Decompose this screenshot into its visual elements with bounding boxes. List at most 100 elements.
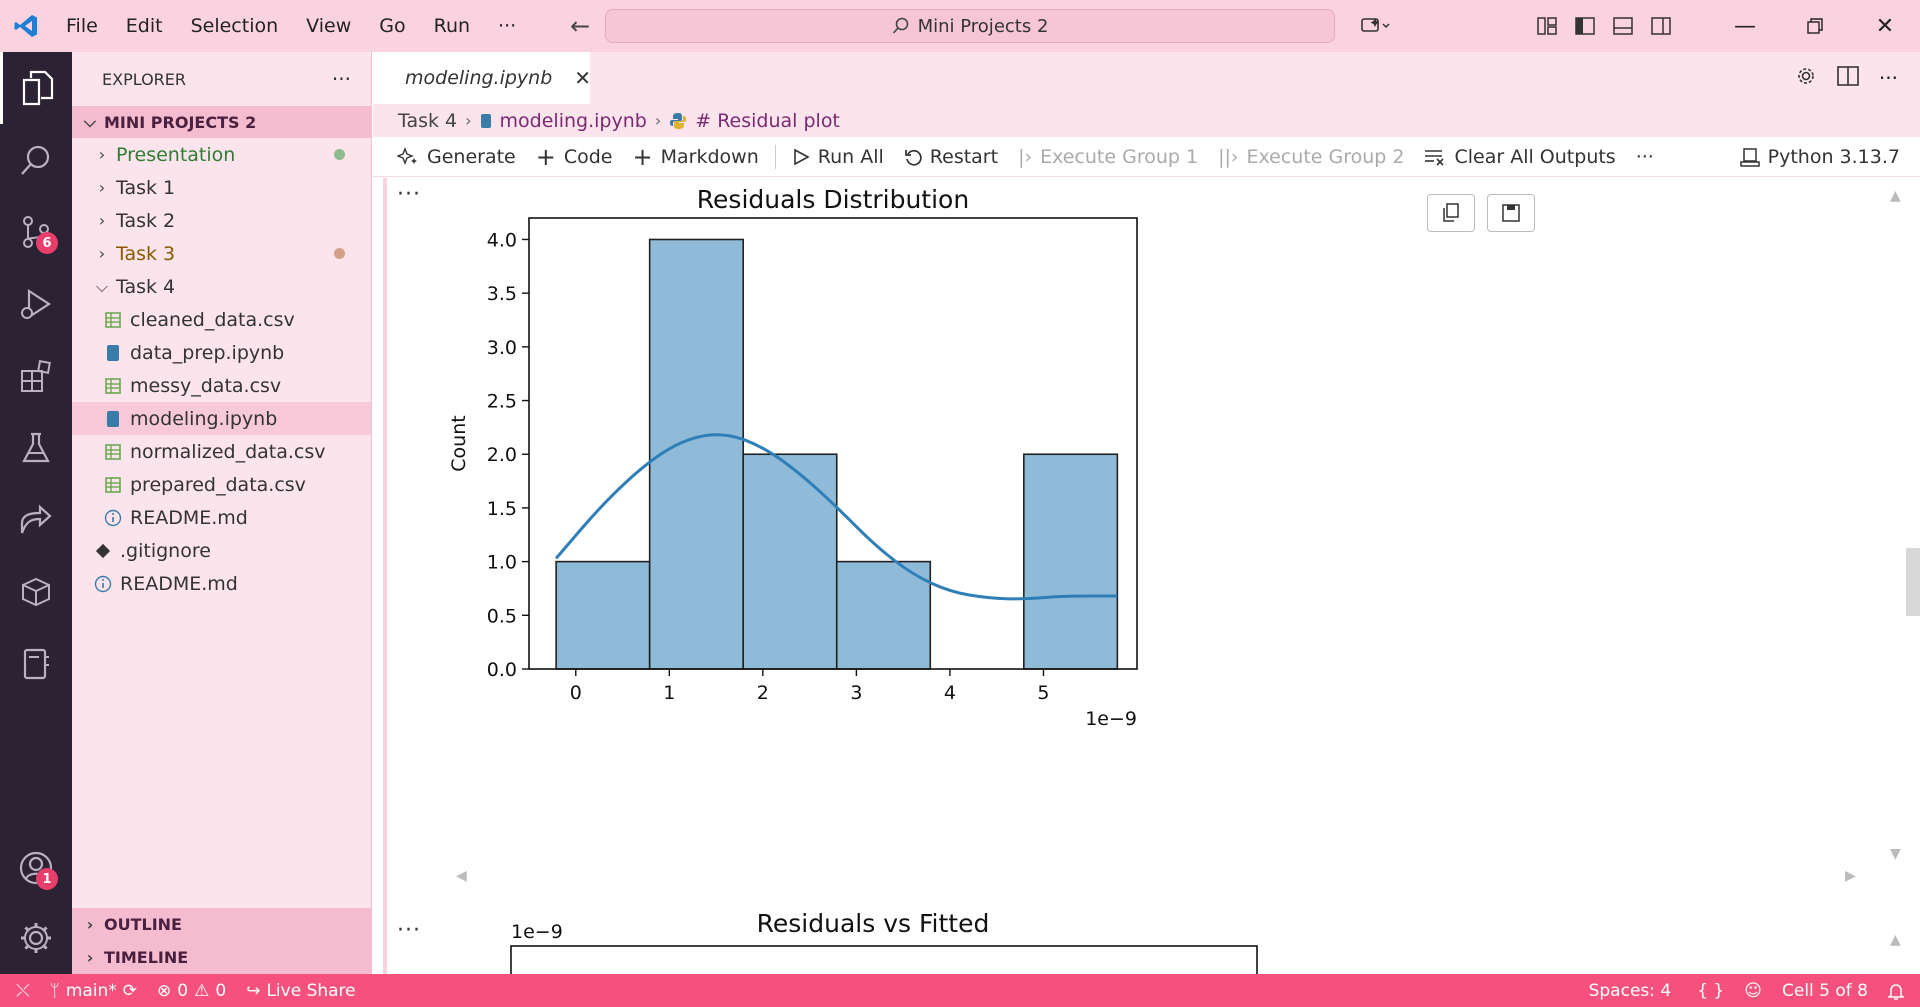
scroll-up-arrow-icon[interactable]: ▲ bbox=[1890, 932, 1901, 948]
menu-selection[interactable]: Selection bbox=[190, 15, 279, 37]
tree-item[interactable]: ⌵ Task 4 bbox=[72, 270, 371, 303]
tree-item[interactable]: messy_data.csv bbox=[72, 369, 371, 402]
save-output-button[interactable] bbox=[1487, 194, 1535, 232]
toggle-panel-icon[interactable] bbox=[1604, 0, 1642, 52]
remote-indicator[interactable]: ⤬ bbox=[0, 974, 40, 1007]
plot-frame bbox=[510, 945, 1258, 974]
info-icon bbox=[102, 509, 124, 527]
copy-output-button[interactable] bbox=[1427, 194, 1475, 232]
toggle-secondary-sidebar-icon[interactable] bbox=[1642, 0, 1680, 52]
testing-flask-icon[interactable] bbox=[0, 412, 72, 484]
outline-section-header[interactable]: › OUTLINE bbox=[72, 908, 372, 941]
toolbar-more-button[interactable]: ··· bbox=[1635, 145, 1654, 168]
copilot-chat-icon[interactable] bbox=[1356, 0, 1396, 52]
vertical-scrollbar-thumb[interactable] bbox=[1906, 548, 1920, 616]
branch-indicator[interactable]: ᛘ main* ⟳ bbox=[40, 974, 147, 1007]
tree-item[interactable]: modeling.ipynb bbox=[72, 402, 371, 435]
close-window-button[interactable]: ✕ bbox=[1875, 13, 1895, 39]
source-control-icon[interactable]: 6 bbox=[0, 196, 72, 268]
tree-item[interactable]: README.md bbox=[72, 501, 371, 534]
notebook-file-icon bbox=[102, 344, 124, 362]
notifications-bell[interactable] bbox=[1878, 974, 1920, 1007]
tree-item[interactable]: normalized_data.csv bbox=[72, 435, 371, 468]
tree-item[interactable]: data_prep.ipynb bbox=[72, 336, 371, 369]
close-tab-icon[interactable]: ✕ bbox=[574, 66, 592, 90]
indentation-indicator[interactable]: Spaces: 4 bbox=[1579, 974, 1688, 1007]
cell-indicator[interactable]: Cell 5 of 8 bbox=[1772, 974, 1878, 1007]
chart-title: Residuals vs Fitted bbox=[757, 909, 990, 938]
menu-more[interactable]: ··· bbox=[498, 15, 517, 37]
settings-gear-icon[interactable] bbox=[1795, 65, 1817, 92]
problems-indicator[interactable]: ⊗ 0 ⚠ 0 bbox=[147, 974, 236, 1007]
restore-button[interactable] bbox=[1780, 0, 1850, 52]
remote-share-icon[interactable] bbox=[0, 484, 72, 556]
tree-item-label: Task 1 bbox=[116, 176, 176, 199]
back-arrow-icon[interactable]: ← bbox=[570, 12, 591, 40]
add-markdown-button[interactable]: + Markdown bbox=[623, 137, 769, 177]
chevron-right-icon: › bbox=[98, 145, 106, 164]
customize-layout-icon[interactable] bbox=[1528, 0, 1566, 52]
scroll-down-arrow-icon[interactable]: ▼ bbox=[1890, 846, 1901, 862]
x-tick-label: 4 bbox=[944, 682, 956, 704]
tree-item[interactable]: cleaned_data.csv bbox=[72, 303, 371, 336]
add-code-button[interactable]: + Code bbox=[526, 137, 623, 177]
tree-item[interactable]: › Task 1 bbox=[72, 171, 371, 204]
tree-item-label: cleaned_data.csv bbox=[130, 308, 295, 331]
spaces-label: Spaces: 4 bbox=[1588, 980, 1672, 1001]
clear-outputs-button[interactable]: Clear All Outputs bbox=[1414, 137, 1625, 177]
manage-gear-icon[interactable] bbox=[0, 902, 72, 974]
notebook-cells: ··· ··· Residuals Distribution 0 1 2 3 4 5 0.0 0… bbox=[373, 178, 1920, 974]
tree-item[interactable]: › Task 3 bbox=[72, 237, 371, 270]
outline-title: OUTLINE bbox=[104, 915, 182, 934]
containers-box-icon[interactable] bbox=[0, 556, 72, 628]
cell-output-menu[interactable]: ··· bbox=[397, 918, 421, 943]
menu-edit[interactable]: Edit bbox=[125, 15, 163, 37]
kernel-picker[interactable]: Python 3.13.7 bbox=[1739, 146, 1920, 168]
status-bar: ⤬ ᛘ main* ⟳ ⊗ 0 ⚠ 0 ↪ Live Share Spaces:… bbox=[0, 974, 1920, 1007]
command-center-search[interactable]: Mini Projects 2 bbox=[605, 9, 1335, 43]
scroll-right-arrow-icon[interactable]: ▶ bbox=[1845, 868, 1856, 884]
tab-modeling-ipynb[interactable]: modeling.ipynb ✕ bbox=[373, 52, 592, 104]
accounts-icon[interactable]: 1 bbox=[0, 832, 72, 904]
breadcrumb-task4[interactable]: Task 4 bbox=[398, 109, 458, 132]
menu-file[interactable]: File bbox=[66, 15, 98, 37]
project-section-header[interactable]: ⌵ MINI PROJECTS 2 bbox=[72, 106, 371, 138]
search-icon[interactable] bbox=[0, 124, 72, 196]
notebook-icon[interactable] bbox=[0, 628, 72, 700]
y-tick-label: 1.5 bbox=[487, 498, 517, 520]
live-share-button[interactable]: ↪ Live Share bbox=[236, 974, 365, 1007]
toggle-sidebar-icon[interactable] bbox=[1566, 0, 1604, 52]
scroll-left-arrow-icon[interactable]: ◀ bbox=[456, 868, 467, 884]
more-actions-button[interactable]: ··· bbox=[1878, 66, 1898, 90]
timeline-section-header[interactable]: › TIMELINE bbox=[72, 941, 372, 974]
language-mode-indicator[interactable]: { } bbox=[1687, 974, 1734, 1007]
run-debug-icon[interactable] bbox=[0, 268, 72, 340]
explorer-more-button[interactable]: ··· bbox=[331, 67, 351, 91]
tree-item[interactable]: › Presentation bbox=[72, 138, 371, 171]
restart-button[interactable]: Restart bbox=[894, 137, 1008, 177]
tree-item[interactable]: › Task 2 bbox=[72, 204, 371, 237]
breadcrumb-cell[interactable]: # Residual plot bbox=[695, 109, 840, 132]
explorer-sidebar: EXPLORER ··· ⌵ MINI PROJECTS 2 › Presenta… bbox=[72, 52, 372, 974]
explorer-icon[interactable] bbox=[0, 52, 72, 124]
extensions-icon[interactable] bbox=[0, 340, 72, 412]
cell-output-menu[interactable]: ··· bbox=[397, 182, 421, 207]
generate-button[interactable]: Generate bbox=[387, 137, 526, 177]
tree-item[interactable]: .gitignore bbox=[72, 534, 371, 567]
minimize-button[interactable]: — bbox=[1734, 13, 1756, 39]
y-tick-label: 4.0 bbox=[487, 229, 517, 251]
git-status-dot bbox=[334, 248, 345, 259]
scroll-up-arrow-icon[interactable]: ▲ bbox=[1890, 188, 1901, 204]
copilot-status[interactable]: ☺ bbox=[1734, 974, 1772, 1007]
run-all-button[interactable]: Run All bbox=[782, 137, 894, 177]
menu-view[interactable]: View bbox=[306, 15, 352, 37]
y-axis-label: Count bbox=[448, 415, 470, 471]
split-editor-icon[interactable] bbox=[1837, 65, 1859, 91]
breadcrumb-file[interactable]: modeling.ipynb bbox=[499, 109, 647, 132]
tree-item[interactable]: prepared_data.csv bbox=[72, 468, 371, 501]
tree-item[interactable]: README.md bbox=[72, 567, 371, 600]
menu-run[interactable]: Run bbox=[433, 15, 471, 37]
menu-go[interactable]: Go bbox=[379, 15, 406, 37]
execute-group-1-button[interactable]: |› Execute Group 1 bbox=[1008, 137, 1208, 177]
execute-group-2-button[interactable]: ||› Execute Group 2 bbox=[1208, 137, 1414, 177]
